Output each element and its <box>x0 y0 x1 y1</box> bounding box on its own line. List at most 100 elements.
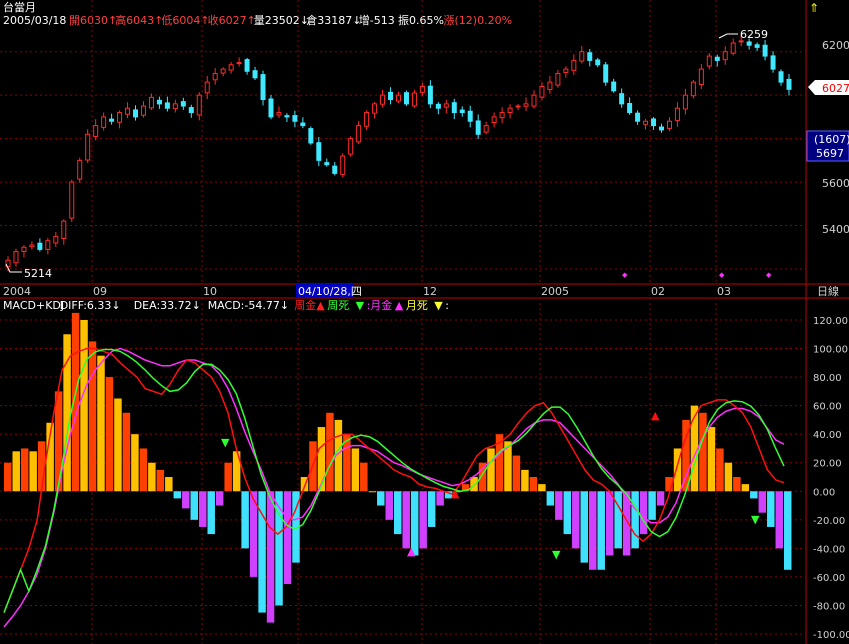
macd-bar <box>690 405 699 492</box>
x-label: 2004 <box>3 285 31 298</box>
macd-bar <box>29 451 37 492</box>
price-candles: ◆ ◆ ◆ <box>5 34 792 279</box>
candle-body <box>364 112 370 127</box>
candle-body <box>180 101 186 107</box>
candle-body <box>125 107 131 115</box>
candle-body <box>523 103 529 107</box>
header-quote-item: 量23502↓ <box>254 14 309 27</box>
macd-bar <box>368 491 377 493</box>
macd-bar <box>351 448 360 492</box>
price-tick: 5400 <box>822 223 849 236</box>
cursor-box-frame <box>806 130 849 162</box>
last-close-tag: 6027 <box>808 80 849 95</box>
price-y-axis: 6200 5600 5400 <box>822 39 849 236</box>
macd-bar <box>207 491 215 535</box>
macd-bar <box>63 334 71 492</box>
macd-bar <box>487 448 495 492</box>
candle-body <box>45 240 51 250</box>
high-marker: 6259 <box>718 28 768 41</box>
legend-item: 周金 <box>294 298 316 312</box>
macd-bar <box>775 491 783 549</box>
macd-bar <box>538 484 546 492</box>
candle-body <box>682 94 688 110</box>
macd-bar <box>394 491 402 535</box>
macd-bar <box>656 491 665 506</box>
macd-bar <box>12 451 20 492</box>
macd-bar <box>80 320 88 492</box>
macd-bar <box>580 491 588 563</box>
candle-body <box>746 41 752 46</box>
candle-body <box>236 62 242 65</box>
macd-bar <box>707 427 716 492</box>
candle-body <box>770 55 776 70</box>
indicator-tick: 20.00 <box>813 459 842 470</box>
candle-body <box>531 94 537 107</box>
macd-bar <box>4 462 12 492</box>
candle-body <box>228 64 234 71</box>
candle-body <box>332 165 338 174</box>
candle-body <box>101 116 107 128</box>
legend-item: ▼ <box>434 299 443 312</box>
macd-bar <box>317 427 326 492</box>
indicator-y-axis: 120.00 100.00 80.00 60.00 40.00 20.00 0.00 -20.… <box>813 316 849 641</box>
legend-item: ▲ <box>316 299 325 312</box>
macd-histogram <box>4 312 792 623</box>
candle-body <box>674 107 680 121</box>
candle-body <box>356 125 362 143</box>
macd-bar <box>54 391 63 492</box>
macd-bar <box>639 491 648 535</box>
candle-body <box>37 242 43 250</box>
indicator-legend: MACD+KDJ DIFF:6.33↓ DEA:33.72↓ MACD:-54.… <box>3 298 449 312</box>
macd-bar <box>555 491 563 520</box>
candle-body <box>555 72 561 86</box>
macd-bar <box>377 491 385 506</box>
indicator-tick: -60.00 <box>813 573 845 584</box>
candle-body <box>427 85 433 105</box>
candle-body <box>754 44 760 48</box>
candle-body <box>643 120 649 125</box>
macd-bar <box>182 491 190 509</box>
high-leader-line <box>718 33 738 39</box>
macd-bar <box>334 419 343 492</box>
indicator-tick: -20.00 <box>813 516 845 527</box>
macd-bar <box>512 455 521 492</box>
candle-body <box>563 68 569 73</box>
kdj-line <box>3 348 785 613</box>
macd-bar <box>733 477 741 492</box>
scroll-up-glyph: ⇑ <box>809 1 819 15</box>
macd-bar <box>605 491 614 556</box>
candle-body <box>69 181 75 219</box>
candle-body <box>276 112 282 116</box>
macd-bar <box>614 491 622 549</box>
macd-bar <box>292 491 300 563</box>
candle-body <box>459 109 465 114</box>
macd-bar <box>215 491 224 506</box>
legend-item: 周死 <box>327 299 349 312</box>
candle-body <box>611 81 617 92</box>
candle-body <box>698 68 704 86</box>
candle-body <box>786 78 792 90</box>
scroll-up-icon[interactable]: ⇑ <box>809 1 819 15</box>
candle-body <box>579 51 585 62</box>
macd-bar <box>504 441 512 492</box>
legend-item: ▲ <box>395 299 404 312</box>
header-quote-item: 收6027↑ <box>208 13 256 27</box>
period-label: 日線 <box>817 284 839 298</box>
signal-markers: ▼ ▲ ▼ ▲ ▼ ▲ <box>221 409 760 561</box>
macd-bar <box>224 462 232 492</box>
candle-body <box>603 64 609 83</box>
price-tick: 6200 <box>822 39 849 52</box>
candle-body <box>220 68 226 74</box>
candle-body <box>204 81 210 94</box>
macd-bar <box>343 434 351 492</box>
indicator-tick: 120.00 <box>813 316 848 327</box>
legend-item: : <box>445 299 449 312</box>
macd-bar <box>427 491 436 527</box>
legend-item: ▼ <box>356 299 365 312</box>
candle-body <box>714 56 720 61</box>
dea-line <box>3 347 785 628</box>
macd-bar <box>758 491 767 513</box>
low-marker: 5214 <box>5 263 52 280</box>
last-close-tag-shape <box>808 80 849 95</box>
macd-bar <box>232 451 241 492</box>
